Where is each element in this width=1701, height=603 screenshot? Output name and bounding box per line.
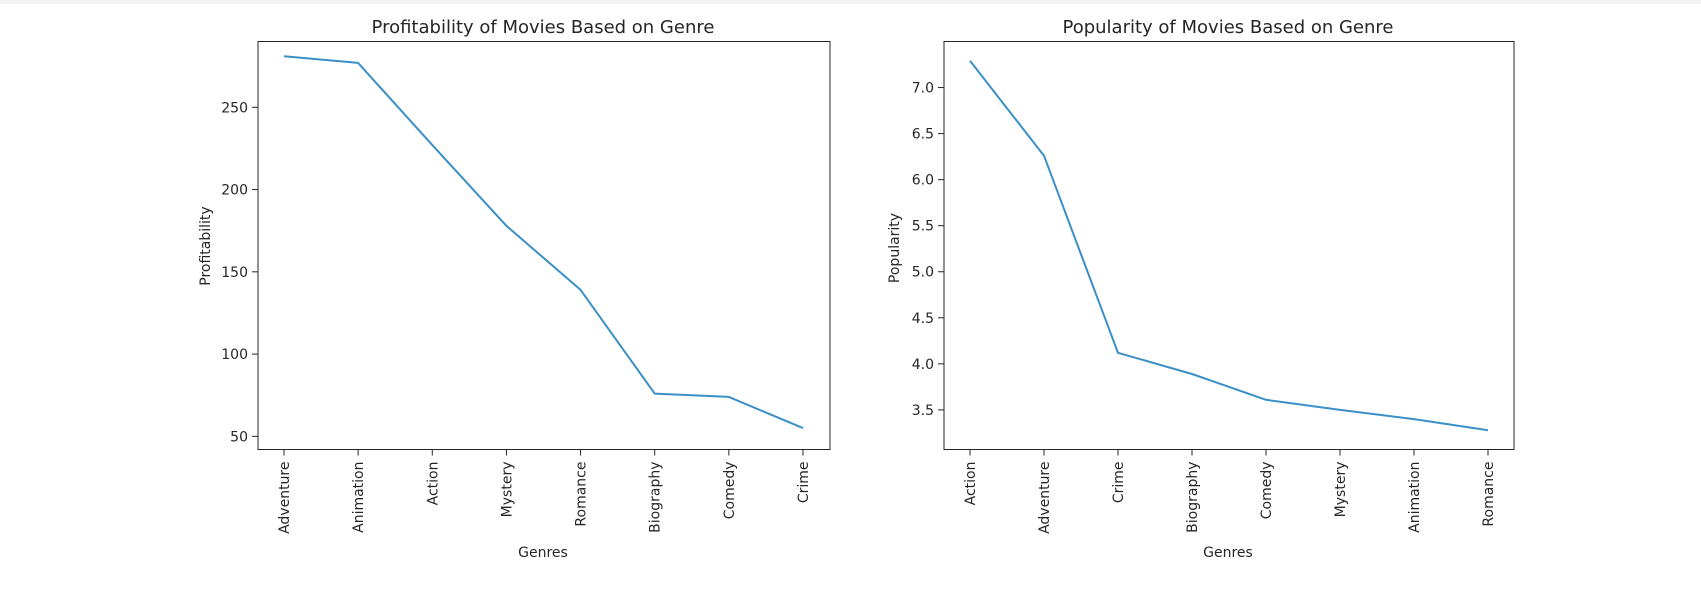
- x-tick-label: Mystery: [499, 462, 515, 518]
- x-tick-label: Action: [963, 462, 979, 506]
- x-tick-label: Crime: [796, 462, 812, 504]
- popularity-chart: Popularity of Movies Based on Genre Genr…: [887, 17, 1515, 561]
- x-tick-label: Romance: [574, 462, 590, 527]
- y-tick-label: 250: [221, 100, 248, 116]
- y-tick-label: 4.0: [912, 357, 934, 373]
- y-tick-label: 150: [221, 265, 248, 281]
- x-axis-label: Genres: [518, 545, 568, 561]
- y-tick-label: 5.0: [912, 265, 934, 281]
- x-tick-label: Crime: [1111, 462, 1127, 504]
- series-line: [969, 60, 1489, 432]
- y-axis-label: Profitability: [198, 206, 214, 285]
- y-tick-label: 100: [221, 347, 248, 363]
- y-tick-label: 6.5: [912, 127, 934, 143]
- y-tick-label: 50: [230, 429, 248, 445]
- y-tick-label: 6.0: [912, 173, 934, 189]
- y-axis-label: Popularity: [887, 213, 903, 283]
- x-tick-label: Comedy: [1259, 462, 1275, 520]
- chart-title: Popularity of Movies Based on Genre: [1063, 17, 1394, 38]
- top-edge-bar: [0, 0, 1701, 4]
- y-tick-label: 5.5: [912, 219, 934, 235]
- x-tick-label: Romance: [1481, 462, 1497, 527]
- y-tick-label: 200: [221, 183, 248, 199]
- x-tick-label: Adventure: [277, 462, 293, 534]
- x-axis-label: Genres: [1203, 545, 1253, 561]
- y-tick-label: 4.5: [912, 311, 934, 327]
- profitability-chart: Profitability of Movies Based on Genre G…: [198, 17, 831, 561]
- x-tick-label: Biography: [648, 462, 664, 533]
- x-tick-label: Mystery: [1333, 462, 1349, 518]
- x-tick-label: Comedy: [722, 462, 738, 520]
- chart-title: Profitability of Movies Based on Genre: [372, 17, 715, 38]
- series-line: [283, 55, 804, 430]
- plot-frame: [943, 41, 1515, 450]
- x-tick-label: Action: [425, 462, 441, 506]
- x-tick-label: Animation: [1407, 462, 1423, 533]
- y-tick-label: 3.5: [912, 403, 934, 419]
- x-tick-label: Biography: [1185, 462, 1201, 533]
- y-tick-label: 7.0: [912, 81, 934, 97]
- x-tick-label: Animation: [351, 462, 367, 533]
- plot-frame: [257, 41, 831, 450]
- x-tick-label: Adventure: [1037, 462, 1053, 534]
